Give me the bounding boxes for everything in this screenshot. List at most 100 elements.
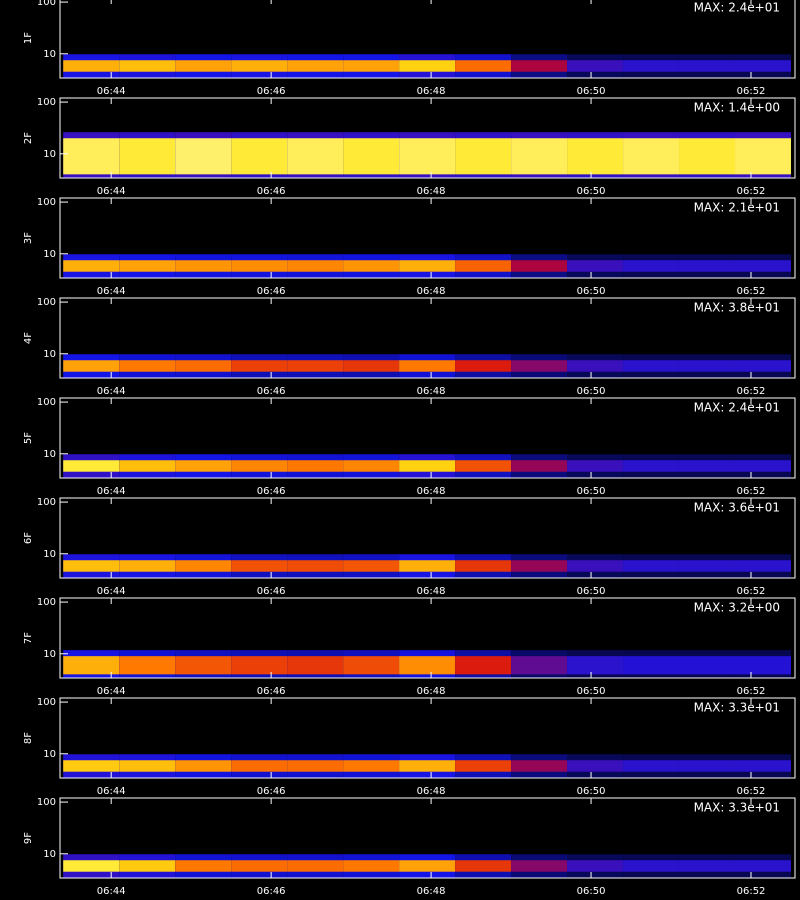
cell bbox=[735, 560, 792, 572]
cell bbox=[455, 460, 512, 472]
cell bbox=[119, 360, 176, 372]
y-tick-label: 10 bbox=[43, 49, 56, 60]
cell bbox=[399, 138, 456, 175]
cell bbox=[455, 560, 512, 572]
x-tick-label: 06:50 bbox=[577, 286, 606, 297]
x-tick-label: 06:46 bbox=[257, 386, 286, 397]
cell bbox=[623, 860, 680, 872]
cells bbox=[63, 554, 792, 578]
cell bbox=[623, 560, 680, 572]
y-axis-label: 6F bbox=[23, 532, 34, 544]
x-tick-label: 06:44 bbox=[97, 86, 126, 97]
y-axis-label: 3F bbox=[23, 232, 34, 244]
panel: 10 100 06:44 06:46 06:48 06:50 06:52 9F MAX: 3.3… bbox=[23, 797, 796, 897]
cell bbox=[567, 460, 624, 472]
cell bbox=[287, 760, 344, 772]
y-tick-label: 10 bbox=[43, 349, 56, 360]
panel: 10 100 06:44 06:46 06:48 06:50 06:52 4F MAX: 3.8… bbox=[23, 297, 796, 397]
frame bbox=[59, 397, 796, 479]
y-axis-label: 1F bbox=[23, 32, 34, 44]
cell bbox=[343, 760, 400, 772]
x-tick-label: 06:46 bbox=[257, 86, 286, 97]
cell bbox=[231, 260, 288, 272]
y-axis-label: 7F bbox=[23, 632, 34, 644]
cell bbox=[175, 260, 232, 272]
y-tick-label: 100 bbox=[37, 97, 56, 108]
cell bbox=[63, 560, 120, 572]
cells bbox=[63, 254, 792, 278]
cell bbox=[455, 138, 512, 175]
y-tick-label: 100 bbox=[37, 0, 56, 8]
cell bbox=[175, 656, 232, 675]
cell bbox=[735, 760, 792, 772]
cell bbox=[679, 138, 736, 175]
max-label: MAX: 3.3e+01 bbox=[694, 801, 780, 815]
frame bbox=[59, 297, 796, 379]
panel: 10 100 06:44 06:46 06:48 06:50 06:52 8F MAX: 3.3… bbox=[23, 697, 796, 797]
max-label: MAX: 3.3e+01 bbox=[694, 701, 780, 715]
cell bbox=[63, 260, 120, 272]
cell bbox=[231, 560, 288, 572]
cell bbox=[623, 360, 680, 372]
panel: 10 100 06:44 06:46 06:48 06:50 06:52 3F MAX: 2.1… bbox=[23, 197, 796, 297]
cell bbox=[175, 360, 232, 372]
cell bbox=[567, 656, 624, 675]
x-tick-label: 06:46 bbox=[257, 686, 286, 697]
cell bbox=[399, 560, 456, 572]
cell bbox=[567, 760, 624, 772]
cell bbox=[455, 656, 512, 675]
frame bbox=[59, 797, 796, 879]
cell bbox=[63, 656, 120, 675]
cell bbox=[175, 138, 232, 175]
cell bbox=[63, 860, 120, 872]
cell bbox=[567, 560, 624, 572]
x-tick-label: 06:52 bbox=[737, 486, 766, 497]
cell bbox=[623, 656, 680, 675]
cell bbox=[287, 656, 344, 675]
cell bbox=[175, 760, 232, 772]
cell bbox=[231, 656, 288, 675]
cell bbox=[231, 60, 288, 72]
y-axis-label: 4F bbox=[23, 332, 34, 344]
x-tick-label: 06:46 bbox=[257, 586, 286, 597]
cell bbox=[623, 260, 680, 272]
cell bbox=[679, 760, 736, 772]
cell bbox=[119, 60, 176, 72]
cell bbox=[623, 60, 680, 72]
x-tick-label: 06:48 bbox=[417, 186, 446, 197]
panel: 10 100 06:44 06:46 06:48 06:50 06:52 6F MAX: 3.6… bbox=[23, 497, 796, 597]
cell bbox=[679, 260, 736, 272]
cell bbox=[623, 138, 680, 175]
cell bbox=[399, 260, 456, 272]
x-tick-label: 06:46 bbox=[257, 286, 286, 297]
cell bbox=[231, 860, 288, 872]
x-tick-label: 06:52 bbox=[737, 386, 766, 397]
x-tick-label: 06:50 bbox=[577, 186, 606, 197]
cell bbox=[399, 360, 456, 372]
y-axis-label: 2F bbox=[23, 132, 34, 144]
cell bbox=[343, 860, 400, 872]
x-tick-label: 06:50 bbox=[577, 786, 606, 797]
cells bbox=[63, 54, 792, 78]
cell bbox=[567, 860, 624, 872]
cell bbox=[287, 360, 344, 372]
cell bbox=[343, 460, 400, 472]
y-tick-label: 10 bbox=[43, 549, 56, 560]
x-tick-label: 06:44 bbox=[97, 386, 126, 397]
max-label: MAX: 3.6e+01 bbox=[694, 501, 780, 515]
y-tick-label: 100 bbox=[37, 397, 56, 408]
x-tick-label: 06:46 bbox=[257, 186, 286, 197]
cell bbox=[399, 60, 456, 72]
cell bbox=[119, 560, 176, 572]
y-tick-label: 10 bbox=[43, 249, 56, 260]
cell bbox=[231, 760, 288, 772]
cell bbox=[511, 260, 568, 272]
cell bbox=[63, 60, 120, 72]
y-tick-label: 100 bbox=[37, 297, 56, 308]
x-tick-label: 06:52 bbox=[737, 586, 766, 597]
max-label: MAX: 2.4e+01 bbox=[694, 1, 780, 15]
cell bbox=[567, 260, 624, 272]
max-label: MAX: 1.4e+00 bbox=[694, 101, 780, 115]
cell bbox=[679, 460, 736, 472]
